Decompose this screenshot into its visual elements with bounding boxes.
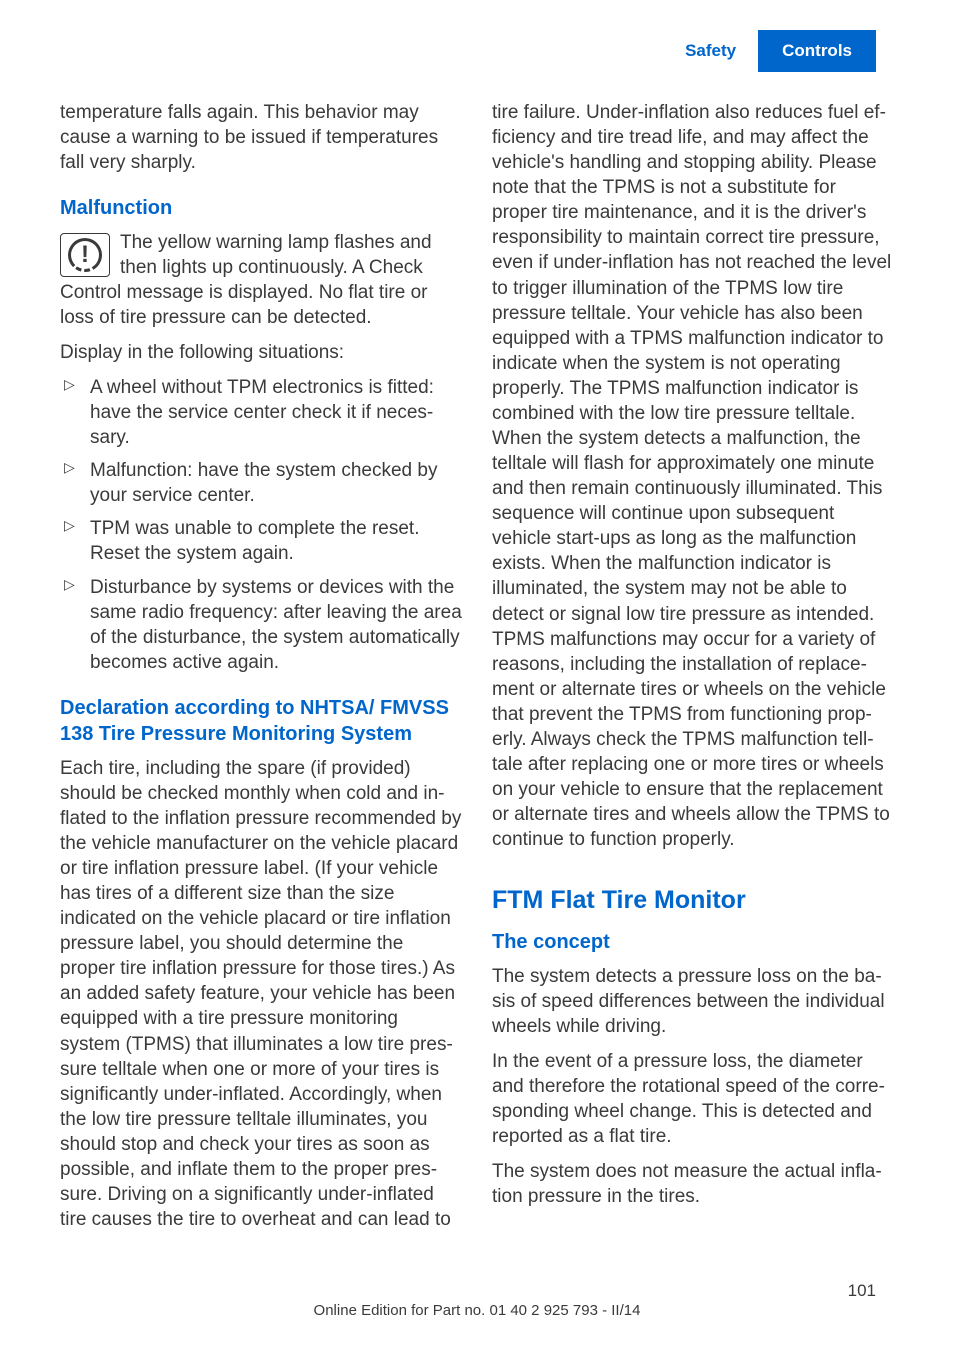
list-item: TPM was unable to complete the reset. Re… (60, 516, 462, 566)
malfunction-block: The yellow warning lamp flashes and then… (60, 230, 462, 340)
tpms-warning-icon (60, 233, 110, 277)
list-item: Malfunction: have the system checked by … (60, 458, 462, 508)
tpms-warning-icon-inner (68, 238, 102, 272)
malfunction-paragraph-2: Display in the following situations: (60, 340, 462, 365)
malfunction-paragraph-1: The yellow warning lamp flashes and then… (60, 230, 462, 330)
concept-paragraph-1: The system detects a pressure loss on th… (492, 964, 894, 1039)
footer-text: Online Edition for Part no. 01 40 2 925 … (314, 1302, 641, 1319)
header-controls-label: Controls (758, 30, 876, 72)
declaration-heading: Declaration according to NHTSA/ FMVSS 13… (60, 695, 462, 748)
tpms-long-paragraph: tire failure. Under-inflation also reduc… (492, 100, 894, 852)
concept-paragraph-3: The system does not measure the actual i… (492, 1159, 894, 1209)
list-item: Disturbance by systems or devices with t… (60, 575, 462, 675)
page-footer: Online Edition for Part no. 01 40 2 925 … (0, 1297, 954, 1322)
malfunction-list: A wheel without TPM electronics is fitte… (60, 375, 462, 675)
header-safety-label: Safety (685, 40, 736, 62)
concept-paragraph-2: In the event of a pressure loss, the dia… (492, 1049, 894, 1149)
content-area: temperature falls again. This behavior m… (60, 100, 894, 1242)
warning-icon-wrapper (60, 233, 110, 277)
intro-paragraph: temperature falls again. This behavior m… (60, 100, 462, 175)
malfunction-heading: Malfunction (60, 195, 462, 221)
left-column: temperature falls again. This behavior m… (60, 100, 462, 1242)
declaration-paragraph: Each tire, including the spare (if provi… (60, 756, 462, 1232)
ftm-heading: FTM Flat Tire Monitor (492, 884, 894, 917)
list-item: A wheel without TPM electronics is fitte… (60, 375, 462, 450)
concept-heading: The concept (492, 929, 894, 955)
right-column: tire failure. Under-inflation also reduc… (492, 100, 894, 1242)
page-header: Safety Controls (685, 30, 876, 72)
